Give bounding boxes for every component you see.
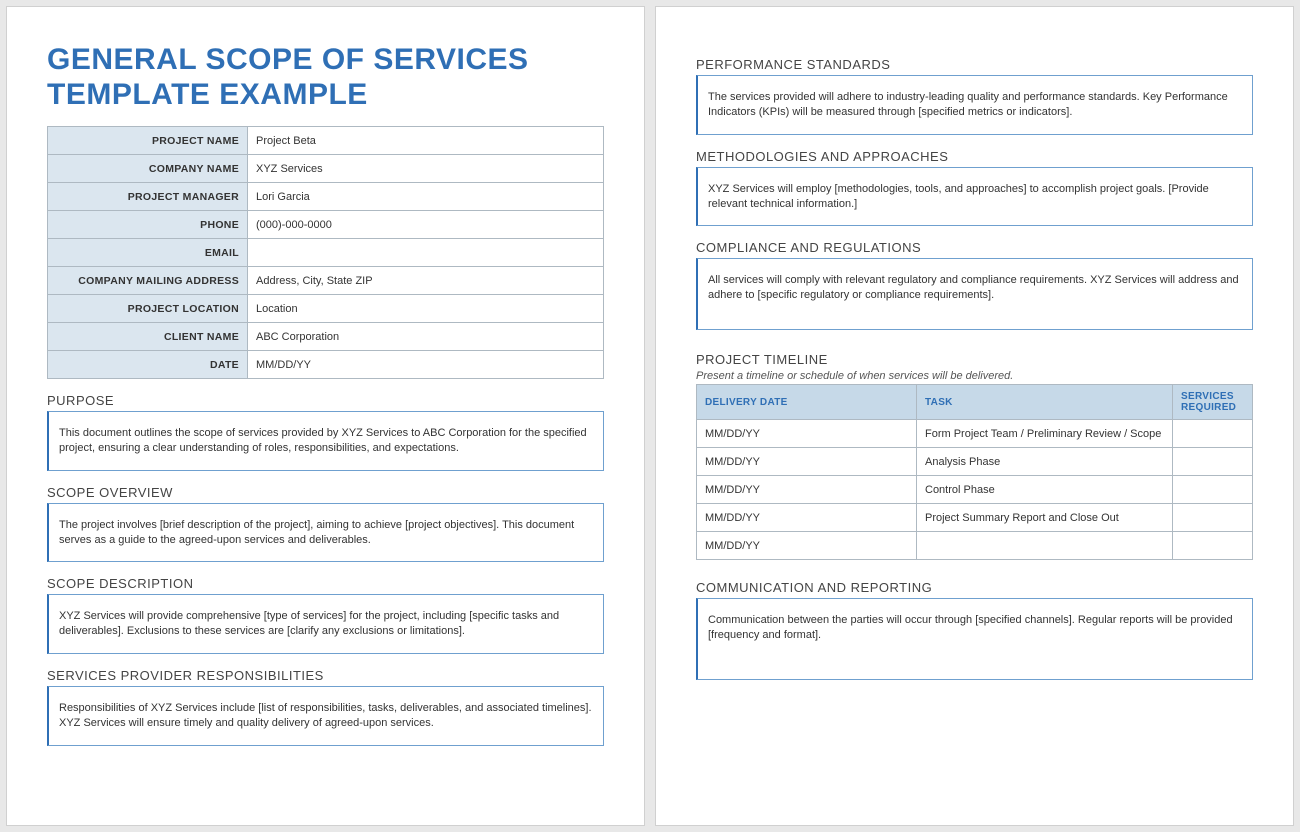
info-label: PROJECT MANAGER bbox=[48, 183, 248, 211]
timeline-cell-date: MM/DD/YY bbox=[697, 448, 917, 476]
timeline-table: DELIVERY DATE TASK SERVICES REQUIRED MM/… bbox=[696, 384, 1253, 560]
timeline-cell-date: MM/DD/YY bbox=[697, 504, 917, 532]
timeline-row: MM/DD/YYForm Project Team / Preliminary … bbox=[697, 420, 1253, 448]
section-heading: SERVICES PROVIDER RESPONSIBILITIES bbox=[47, 668, 604, 683]
section-heading: PERFORMANCE STANDARDS bbox=[696, 57, 1253, 72]
info-value: Project Beta bbox=[248, 127, 604, 155]
info-value: MM/DD/YY bbox=[248, 351, 604, 379]
timeline-col-task: TASK bbox=[917, 385, 1173, 420]
timeline-cell-date: MM/DD/YY bbox=[697, 420, 917, 448]
info-row: EMAIL bbox=[48, 239, 604, 267]
info-label: COMPANY NAME bbox=[48, 155, 248, 183]
document-spread: GENERAL SCOPE OF SERVICES TEMPLATE EXAMP… bbox=[6, 6, 1294, 826]
page-1: GENERAL SCOPE OF SERVICES TEMPLATE EXAMP… bbox=[6, 6, 645, 826]
section-body: XYZ Services will provide comprehensive … bbox=[47, 594, 604, 654]
section-body: Communication between the parties will o… bbox=[696, 598, 1253, 680]
info-value: Lori Garcia bbox=[248, 183, 604, 211]
timeline-row: MM/DD/YYControl Phase bbox=[697, 476, 1253, 504]
timeline-cell-task: Form Project Team / Preliminary Review /… bbox=[917, 420, 1173, 448]
info-value: ABC Corporation bbox=[248, 323, 604, 351]
section-heading: COMPLIANCE AND REGULATIONS bbox=[696, 240, 1253, 255]
info-label: COMPANY MAILING ADDRESS bbox=[48, 267, 248, 295]
info-label: CLIENT NAME bbox=[48, 323, 248, 351]
section: METHODOLOGIES AND APPROACHES XYZ Services… bbox=[696, 149, 1253, 227]
section: PURPOSE This document outlines the scope … bbox=[47, 393, 604, 471]
section-subheading: Present a timeline or schedule of when s… bbox=[696, 370, 1253, 382]
timeline-cell-task: Analysis Phase bbox=[917, 448, 1173, 476]
timeline-cell-services bbox=[1173, 504, 1253, 532]
section: PERFORMANCE STANDARDS The services provid… bbox=[696, 57, 1253, 135]
timeline-col-services: SERVICES REQUIRED bbox=[1173, 385, 1253, 420]
section: SCOPE DESCRIPTION XYZ Services will provi… bbox=[47, 576, 604, 654]
section-heading: COMMUNICATION AND REPORTING bbox=[696, 580, 1253, 595]
timeline-cell-date: MM/DD/YY bbox=[697, 532, 917, 560]
timeline-cell-services bbox=[1173, 532, 1253, 560]
info-label: PHONE bbox=[48, 211, 248, 239]
timeline-cell-task: Control Phase bbox=[917, 476, 1173, 504]
section-heading: PROJECT TIMELINE bbox=[696, 352, 1253, 367]
section-heading: PURPOSE bbox=[47, 393, 604, 408]
section: COMMUNICATION AND REPORTING Communication… bbox=[696, 580, 1253, 680]
info-row: PROJECT MANAGERLori Garcia bbox=[48, 183, 604, 211]
info-row: PHONE(000)-000-0000 bbox=[48, 211, 604, 239]
timeline-cell-services bbox=[1173, 420, 1253, 448]
section-heading: SCOPE DESCRIPTION bbox=[47, 576, 604, 591]
timeline-cell-date: MM/DD/YY bbox=[697, 476, 917, 504]
timeline-row: MM/DD/YY bbox=[697, 532, 1253, 560]
section-heading: SCOPE OVERVIEW bbox=[47, 485, 604, 500]
section: COMPLIANCE AND REGULATIONS All services w… bbox=[696, 240, 1253, 330]
section-body: The project involves [brief description … bbox=[47, 503, 604, 563]
info-value: (000)-000-0000 bbox=[248, 211, 604, 239]
info-value: Location bbox=[248, 295, 604, 323]
timeline-cell-services bbox=[1173, 448, 1253, 476]
timeline-row: MM/DD/YYProject Summary Report and Close… bbox=[697, 504, 1253, 532]
section-heading: METHODOLOGIES AND APPROACHES bbox=[696, 149, 1253, 164]
info-row: PROJECT NAMEProject Beta bbox=[48, 127, 604, 155]
timeline-row: MM/DD/YYAnalysis Phase bbox=[697, 448, 1253, 476]
info-label: EMAIL bbox=[48, 239, 248, 267]
timeline-cell-task: Project Summary Report and Close Out bbox=[917, 504, 1173, 532]
info-row: DATEMM/DD/YY bbox=[48, 351, 604, 379]
timeline-cell-task bbox=[917, 532, 1173, 560]
timeline-cell-services bbox=[1173, 476, 1253, 504]
page-2: PERFORMANCE STANDARDS The services provid… bbox=[655, 6, 1294, 826]
section-body: Responsibilities of XYZ Services include… bbox=[47, 686, 604, 746]
info-value bbox=[248, 239, 604, 267]
timeline-col-date: DELIVERY DATE bbox=[697, 385, 917, 420]
info-label: PROJECT NAME bbox=[48, 127, 248, 155]
section: SERVICES PROVIDER RESPONSIBILITIES Respon… bbox=[47, 668, 604, 746]
info-row: COMPANY NAMEXYZ Services bbox=[48, 155, 604, 183]
section-body: This document outlines the scope of serv… bbox=[47, 411, 604, 471]
section: SCOPE OVERVIEW The project involves [brie… bbox=[47, 485, 604, 563]
section-body: XYZ Services will employ [methodologies,… bbox=[696, 167, 1253, 227]
section-project-timeline: PROJECT TIMELINE Present a timeline or s… bbox=[696, 352, 1253, 560]
info-value: XYZ Services bbox=[248, 155, 604, 183]
project-info-table: PROJECT NAMEProject BetaCOMPANY NAMEXYZ … bbox=[47, 126, 604, 379]
section-body: The services provided will adhere to ind… bbox=[696, 75, 1253, 135]
info-label: PROJECT LOCATION bbox=[48, 295, 248, 323]
info-row: COMPANY MAILING ADDRESSAddress, City, St… bbox=[48, 267, 604, 295]
info-value: Address, City, State ZIP bbox=[248, 267, 604, 295]
info-row: PROJECT LOCATIONLocation bbox=[48, 295, 604, 323]
info-label: DATE bbox=[48, 351, 248, 379]
section-body: All services will comply with relevant r… bbox=[696, 258, 1253, 330]
info-row: CLIENT NAMEABC Corporation bbox=[48, 323, 604, 351]
document-title: GENERAL SCOPE OF SERVICES TEMPLATE EXAMP… bbox=[47, 43, 604, 112]
